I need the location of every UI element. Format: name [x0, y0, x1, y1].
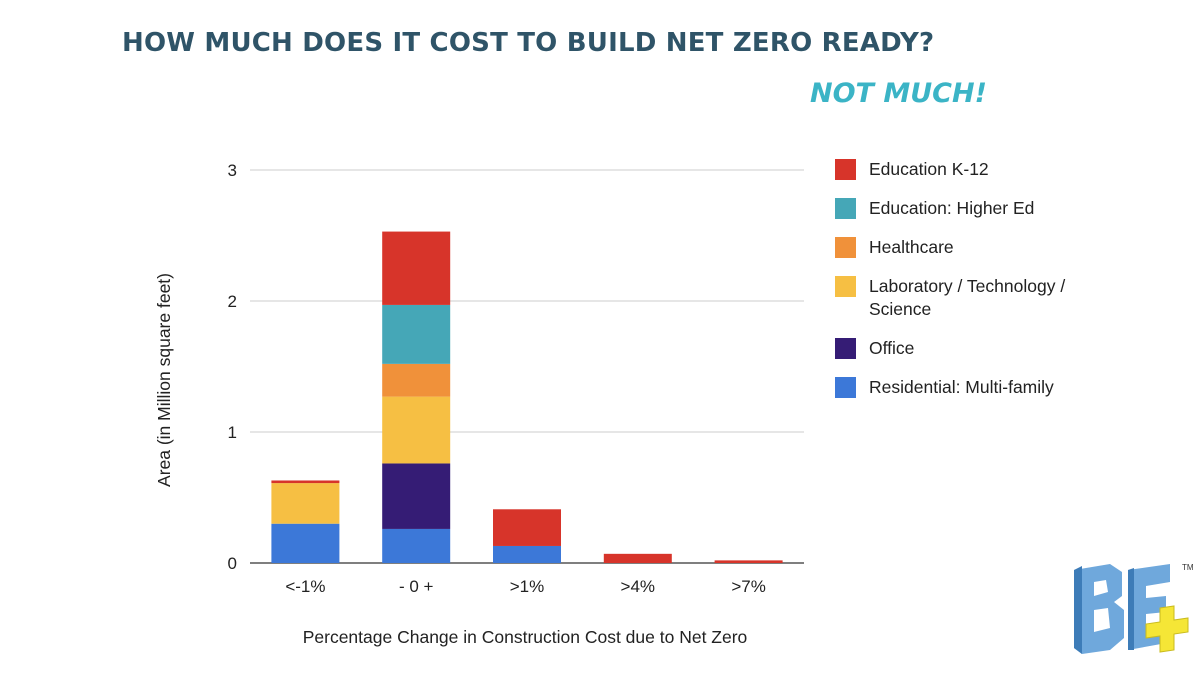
- bar-segment: [382, 396, 451, 464]
- y-axis-label: Area (in Million square feet): [154, 273, 174, 487]
- bar-segment: [603, 553, 672, 563]
- tick-labels: 0 1 2 3 <-1% - 0 + >1% >4% >7%: [228, 161, 766, 596]
- legend-swatch: [835, 159, 856, 180]
- bar-segment: [382, 528, 451, 563]
- bar-segment: [271, 523, 340, 563]
- bar-segment: [271, 483, 340, 524]
- x-tick-label: >1%: [510, 577, 545, 596]
- legend-swatch: [835, 237, 856, 258]
- page-subtitle: NOT MUCH!: [810, 78, 987, 109]
- chart-legend: Education K-12 Education: Higher Ed Health…: [835, 158, 1095, 415]
- legend-item: Residential: Multi-family: [835, 376, 1095, 399]
- legend-label: Laboratory / Technology / Science: [869, 276, 1066, 319]
- legend-item: Healthcare: [835, 236, 1095, 259]
- legend-label: Education: Higher Ed: [869, 198, 1035, 218]
- y-tick-label: 1: [228, 423, 237, 442]
- legend-item: Education: Higher Ed: [835, 197, 1095, 220]
- x-tick-label: >4%: [621, 577, 656, 596]
- bar-segment: [493, 509, 561, 546]
- legend-swatch: [835, 198, 856, 219]
- legend-swatch: [835, 338, 856, 359]
- y-tick-label: 3: [228, 161, 237, 180]
- logo-b-letter: [1074, 564, 1124, 654]
- y-tick-label: 0: [228, 554, 237, 573]
- legend-label: Residential: Multi-family: [869, 377, 1054, 397]
- bar-segment: [382, 463, 451, 529]
- legend-item: Office: [835, 337, 1095, 360]
- bar-segment: [714, 560, 783, 563]
- page-title: HOW MUCH DOES IT COST TO BUILD NET ZERO …: [122, 28, 935, 58]
- logo-plus-sign: [1145, 605, 1189, 653]
- legend-label: Education K-12: [869, 159, 989, 179]
- legend-label: Office: [869, 338, 915, 358]
- logo-trademark: TM: [1182, 563, 1194, 572]
- legend-item: Laboratory / Technology / Science: [835, 275, 1095, 321]
- bar-segment: [382, 231, 451, 305]
- bar-segment: [382, 363, 451, 397]
- x-tick-label: >7%: [731, 577, 766, 596]
- legend-swatch: [835, 276, 856, 297]
- bar-segment: [493, 545, 561, 563]
- bars: [271, 231, 783, 563]
- legend-swatch: [835, 377, 856, 398]
- legend-label: Healthcare: [869, 237, 954, 257]
- be-plus-logo: TM: [1074, 563, 1194, 654]
- bar-segment: [382, 304, 451, 364]
- x-tick-label: <-1%: [285, 577, 325, 596]
- x-axis-label: Percentage Change in Construction Cost d…: [303, 627, 748, 647]
- bar-segment: [271, 480, 340, 484]
- legend-item: Education K-12: [835, 158, 1095, 181]
- y-tick-label: 2: [228, 292, 237, 311]
- x-tick-label: - 0 +: [399, 577, 434, 596]
